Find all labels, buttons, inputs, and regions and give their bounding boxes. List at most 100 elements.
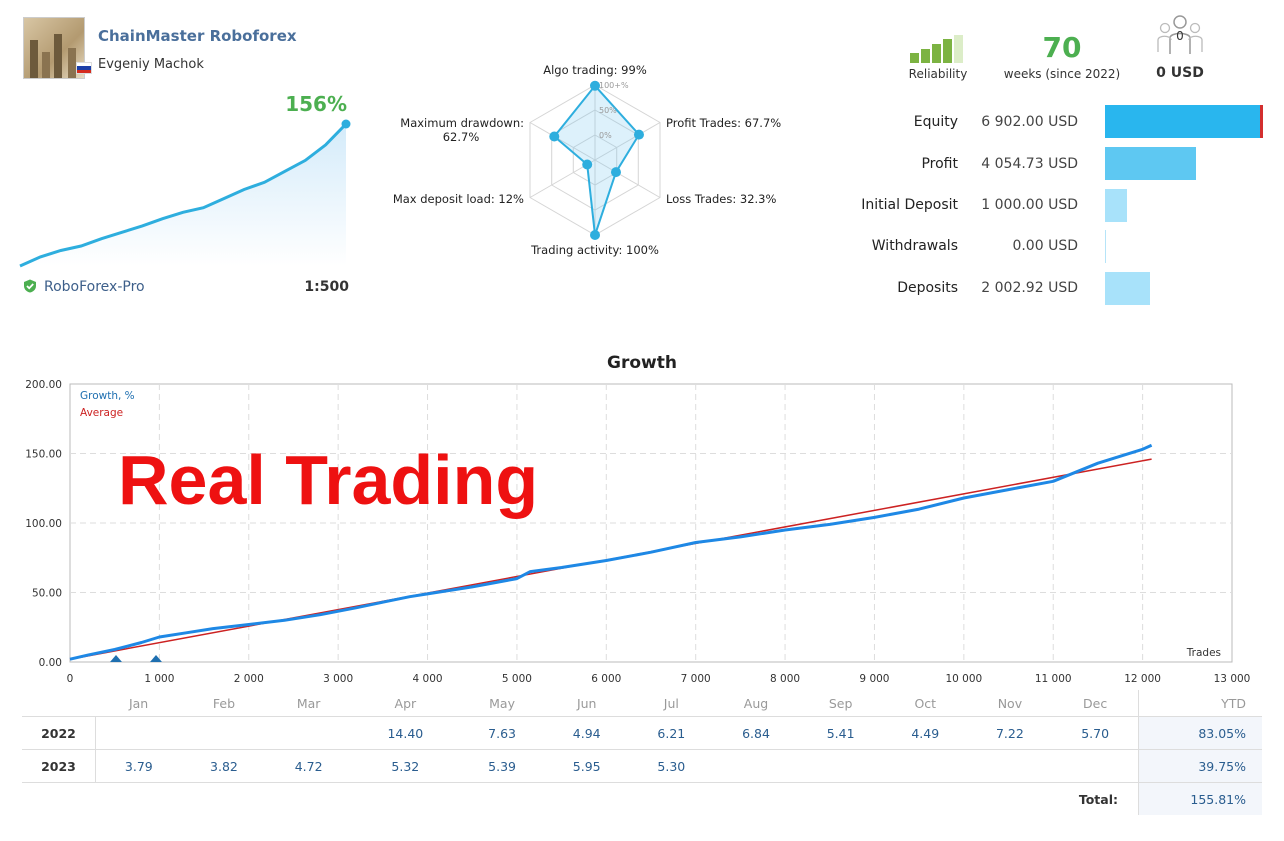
stat-deposits-value: 2 002.92 USD <box>981 280 1078 296</box>
legend-average: Average <box>80 407 123 419</box>
legend-growth: Growth, % <box>80 390 135 402</box>
table-row: 2023 3.79 3.82 4.72 5.32 5.39 5.95 5.30 … <box>22 749 1262 783</box>
radar-point <box>590 230 600 240</box>
month-header: Dec <box>1083 695 1108 711</box>
sparkline-end-point <box>341 119 351 129</box>
radar-label-profit-trades: Profit Trades: 67.7% <box>666 116 782 130</box>
stat-deposits-label: Deposits <box>897 280 958 296</box>
radar-label-max-drawdown: Maximum drawdown: <box>400 116 524 130</box>
y-tick-label: 50.00 <box>32 588 62 600</box>
month-value <box>967 749 1053 783</box>
stat-profit-label: Profit <box>921 156 958 172</box>
month-value <box>181 716 267 750</box>
chart-marker-triangle <box>150 655 162 662</box>
radar-label-loss-trades: Loss Trades: 32.3% <box>666 192 777 206</box>
x-tick-label: 13 000 <box>1214 673 1251 685</box>
x-tick-label: 2 000 <box>234 673 264 685</box>
y-tick-label: 0.00 <box>39 657 62 669</box>
radar-value-polygon <box>552 84 641 236</box>
account-avatar[interactable] <box>23 17 85 79</box>
month-value: 14.40 <box>350 716 460 750</box>
radar-label-algo-trading: Algo trading: 99% <box>543 63 647 77</box>
stat-equity-marker <box>1260 105 1263 138</box>
month-value: 6.84 <box>713 716 799 750</box>
month-header: Nov <box>997 695 1023 711</box>
radar-label-max-deposit-load: Max deposit load: 12% <box>392 192 524 206</box>
year-cell: 2023 <box>22 749 96 783</box>
month-value: 5.95 <box>544 749 630 783</box>
x-tick-label: 1 000 <box>144 673 174 685</box>
month-value <box>266 716 351 750</box>
x-tick-label: 12 000 <box>1124 673 1161 685</box>
month-value: 5.41 <box>798 716 883 750</box>
month-value: 5.30 <box>629 749 714 783</box>
russia-flag-icon <box>76 62 92 74</box>
y-tick-label: 150.00 <box>25 449 62 461</box>
account-title[interactable]: ChainMaster Roboforex <box>98 27 297 45</box>
stat-initial-deposit-value: 1 000.00 USD <box>981 197 1078 213</box>
x-tick-label: 3 000 <box>323 673 353 685</box>
broker-server-link[interactable]: RoboForex-Pro <box>44 279 145 295</box>
month-value <box>713 749 799 783</box>
stat-profit-bar <box>1105 147 1197 180</box>
radar-axis-line <box>594 122 661 161</box>
subscribers-amount: 0 USD <box>1156 65 1204 81</box>
stat-initial-deposit-label: Initial Deposit <box>861 197 958 213</box>
growth-series-line <box>69 443 1153 661</box>
month-header: Oct <box>914 695 937 711</box>
radar-label-trading-activity: Trading activity: 100% <box>531 243 659 257</box>
radar-scale-label: 50% <box>599 106 617 115</box>
growth-chart-title: Growth <box>607 353 677 373</box>
x-tick-label: 0 <box>67 673 74 685</box>
month-value <box>798 749 883 783</box>
growth-chart[interactable]: 0.00 50.00 100.00 150.00 200.00 0 1 000 2 000 3… <box>0 375 1284 687</box>
leverage-value: 1:500 <box>304 279 349 295</box>
month-value: 5.39 <box>459 749 545 783</box>
y-tick-label: 100.00 <box>25 518 62 530</box>
x-tick-label: 8 000 <box>770 673 800 685</box>
ytd-value: 39.75% <box>1138 749 1262 783</box>
x-tick-label: 6 000 <box>591 673 621 685</box>
sparkline-area <box>20 124 346 266</box>
verified-shield-icon <box>24 279 36 293</box>
subscribers-count: 0 <box>1176 29 1184 43</box>
x-tick-label: 4 000 <box>413 673 443 685</box>
radar-chart: 100+% 50% 0% <box>529 80 661 240</box>
real-trading-overlay: Real Trading <box>118 441 539 519</box>
monthly-returns-table: Jan Feb Mar Apr May Jun Jul Aug Sep Oct … <box>22 690 1262 815</box>
radar-axis-line <box>529 122 596 161</box>
month-value <box>1052 749 1139 783</box>
year-cell: 2022 <box>22 716 96 750</box>
stat-equity-label: Equity <box>913 114 958 130</box>
reliability-label: Reliability <box>908 67 968 81</box>
account-owner[interactable]: Evgeniy Machok <box>98 57 204 72</box>
month-header: Feb <box>212 695 236 711</box>
subscribers-icon[interactable] <box>1156 14 1204 58</box>
stat-profit-value: 4 054.73 USD <box>981 156 1078 172</box>
growth-percent: 156% <box>285 92 347 116</box>
total-label: Total: <box>22 782 1139 815</box>
radar-point <box>549 131 560 142</box>
total-value: 155.81% <box>1138 782 1262 815</box>
x-tick-label: 9 000 <box>859 673 889 685</box>
stat-initial-deposit-bar <box>1105 189 1128 222</box>
radar-point <box>582 159 593 170</box>
x-tick-label: 7 000 <box>681 673 711 685</box>
stat-equity-value: 6 902.00 USD <box>981 114 1078 130</box>
month-header: Sep <box>828 695 853 711</box>
x-axis-label: Trades <box>1186 647 1221 659</box>
month-value <box>882 749 968 783</box>
sparkline-line <box>19 122 348 268</box>
month-value <box>95 716 182 750</box>
balance-sparkline <box>19 119 351 268</box>
reliability-bars-icon[interactable] <box>910 35 966 63</box>
month-value: 3.82 <box>181 749 267 783</box>
month-header: Aug <box>743 695 769 711</box>
ytd-header: YTD <box>1138 690 1262 717</box>
x-tick-label: 5 000 <box>502 673 532 685</box>
month-value: 3.79 <box>95 749 182 783</box>
ytd-value: 83.05% <box>1138 716 1262 750</box>
stat-deposits-bar <box>1105 272 1150 305</box>
month-header: May <box>489 695 515 711</box>
month-value: 4.94 <box>544 716 630 750</box>
